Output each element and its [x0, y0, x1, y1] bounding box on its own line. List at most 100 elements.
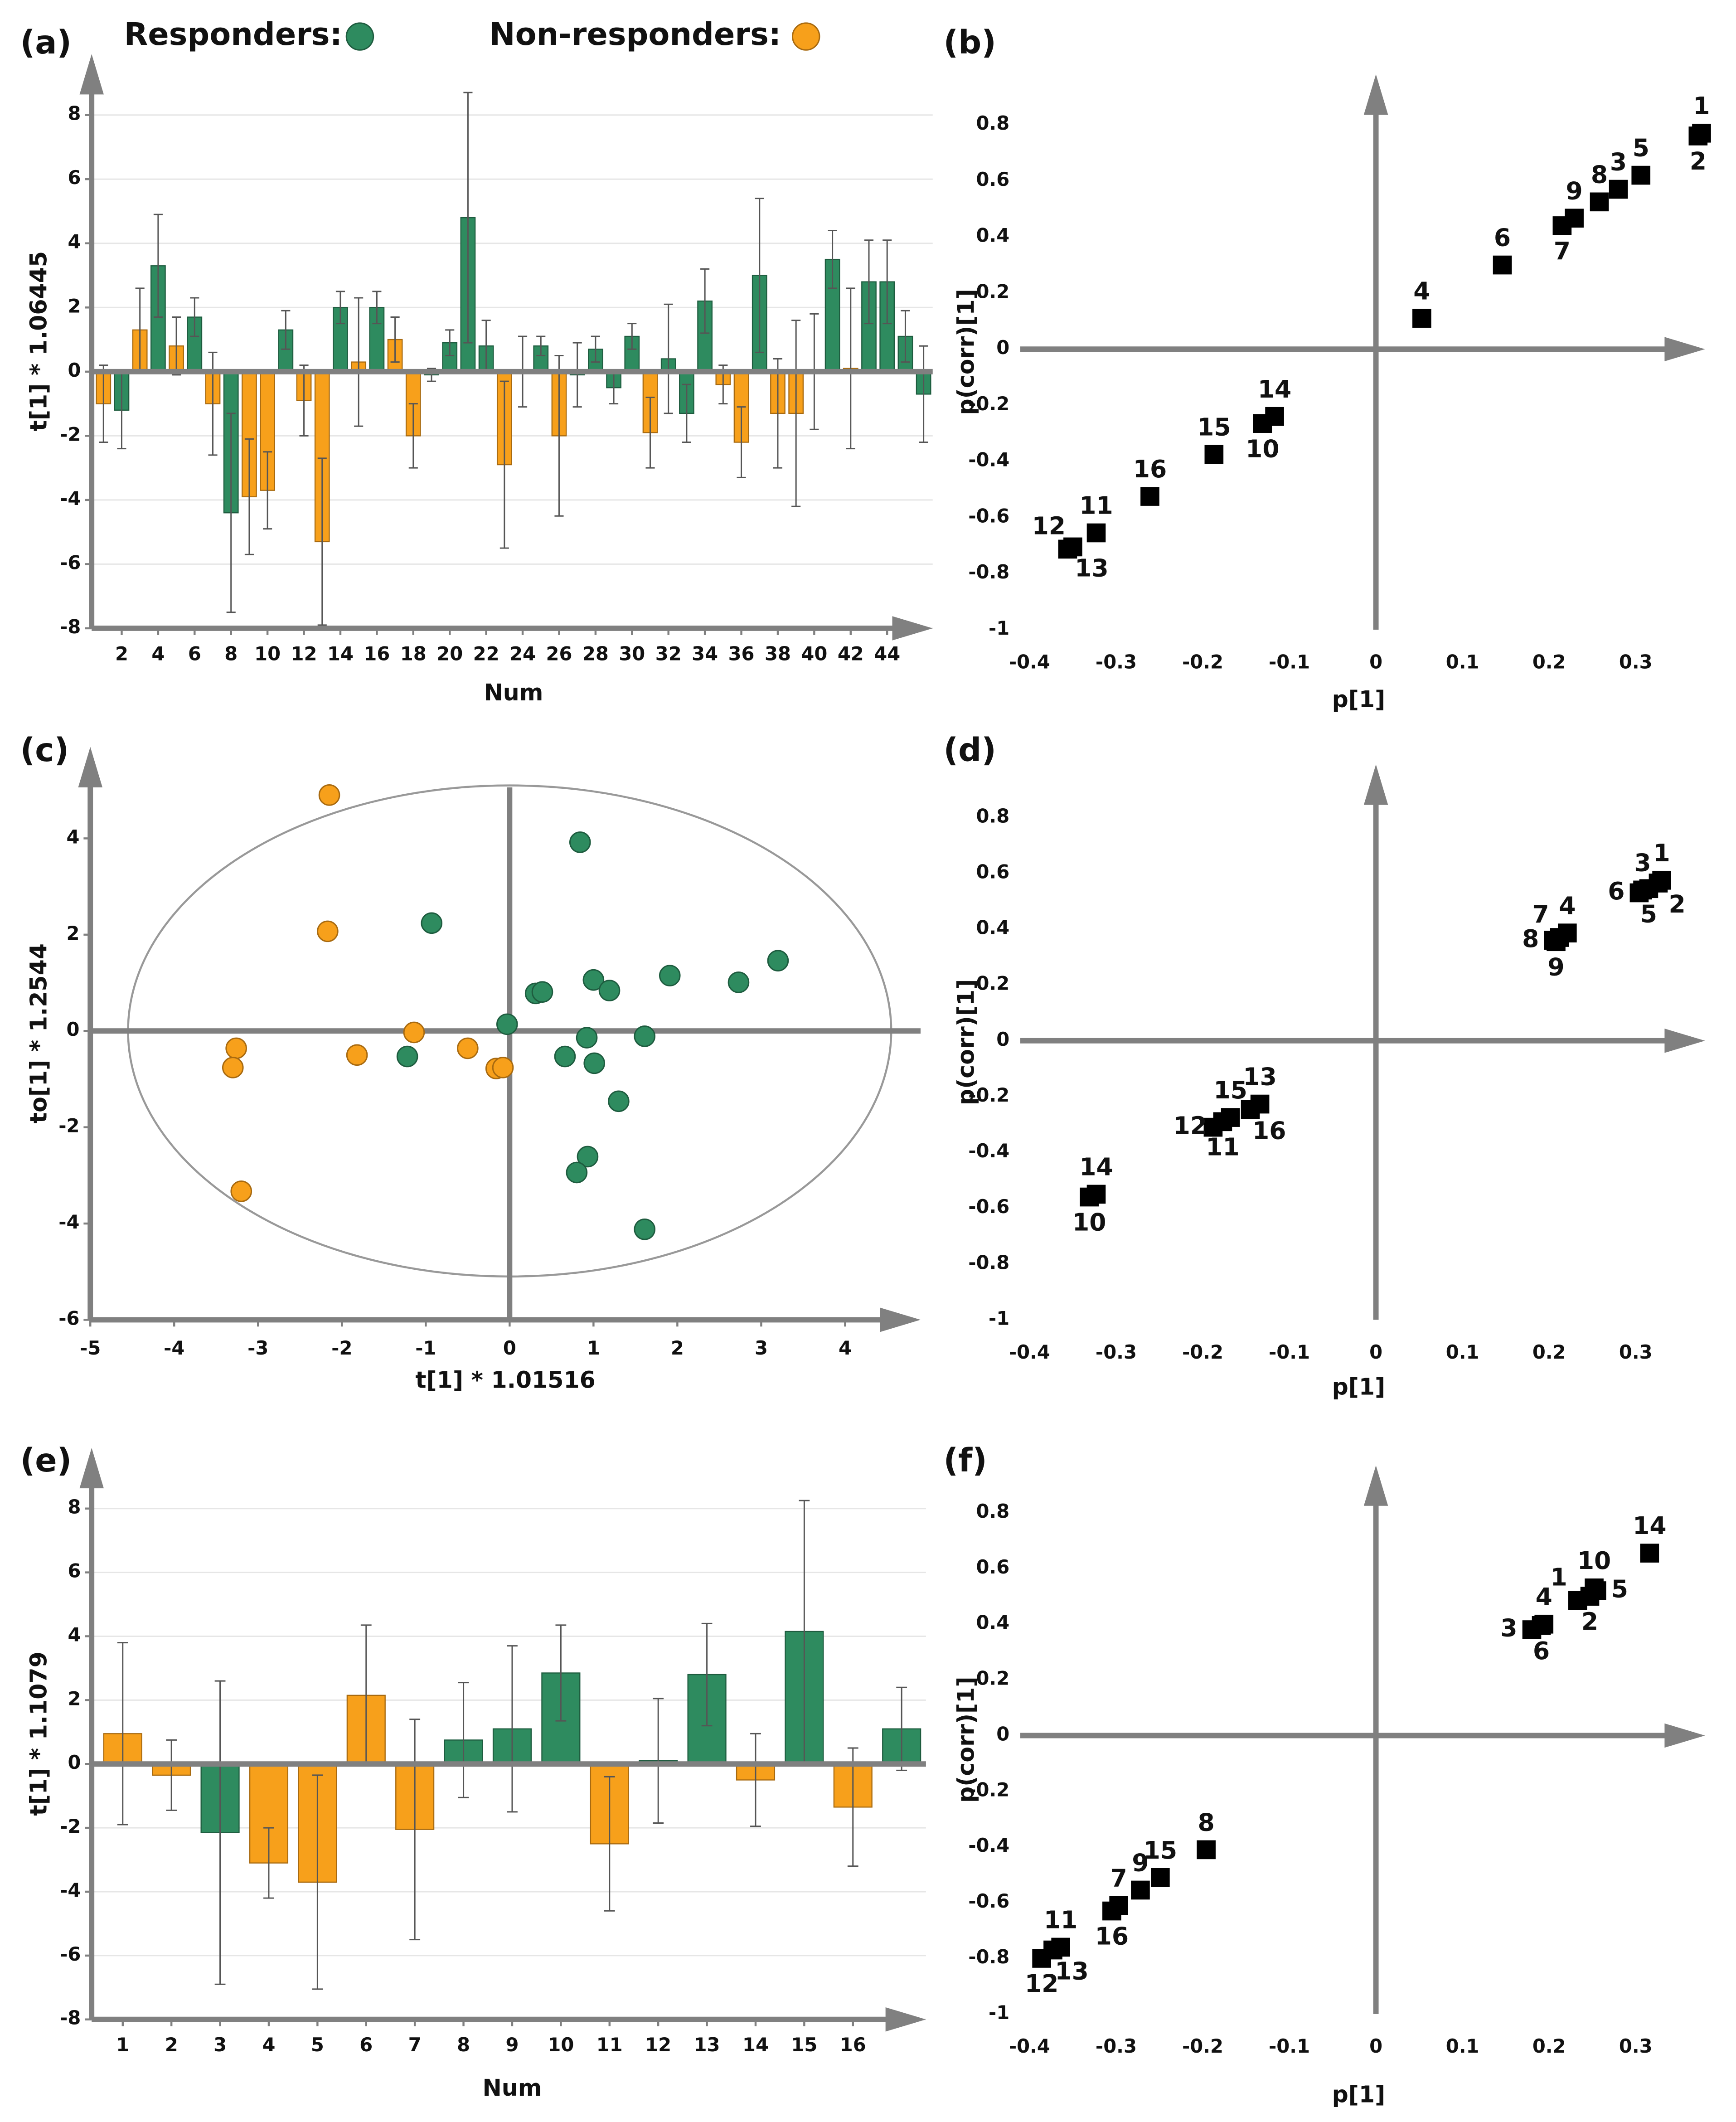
x-tick-label: 14: [742, 2034, 769, 2056]
error-bar: [572, 342, 582, 408]
y-tick-label: -0.4: [968, 1140, 1009, 1162]
error-bar: [554, 354, 564, 517]
y-tick-label: 0.2: [976, 1667, 1009, 1690]
point-label: 6: [1608, 877, 1624, 905]
marker: [1412, 309, 1431, 328]
error-bar: [664, 303, 673, 414]
y-axis-label: t[1] * 1.06445: [25, 251, 52, 431]
axis-arrow: [1664, 1029, 1705, 1053]
x-tick-label: 24: [509, 642, 536, 665]
y-tick-label: -0.8: [968, 1946, 1009, 1968]
x-tick-label: -0.2: [1182, 2035, 1223, 2057]
x-tick-label: 4: [262, 2034, 275, 2056]
y-tick-label: -0.6: [968, 1195, 1009, 1218]
x-tick-label: -0.3: [1096, 1341, 1137, 1363]
x-tick-label: 34: [692, 642, 718, 665]
point-label: 4: [1559, 891, 1576, 920]
x-axis-label: Num: [484, 679, 543, 706]
axis-arrow: [880, 1307, 921, 1332]
marker: [576, 1027, 598, 1049]
y-tick-label: 6: [68, 1560, 81, 1582]
x-tick-label: 26: [546, 642, 572, 665]
marker: [1063, 537, 1082, 557]
y-tick-label: 0.8: [976, 112, 1009, 134]
x-tick-label: 13: [694, 2034, 720, 2056]
x-axis-label: p[1]: [1332, 2081, 1386, 2108]
x-axis-label: t[1] * 1.01516: [415, 1367, 595, 1394]
y-tick-label: 4: [68, 231, 81, 253]
y-tick-label: -0.2: [968, 1084, 1009, 1106]
marker: [1151, 1868, 1170, 1887]
y-tick-label: -0.8: [968, 1251, 1009, 1273]
x-tick-label: 0: [1369, 2035, 1382, 2057]
marker: [317, 920, 339, 942]
x-tick-label: -0.3: [1096, 2035, 1137, 2057]
y-tick-label: -0.6: [968, 1890, 1009, 1912]
error-bar: [244, 438, 254, 555]
error-bar: [153, 214, 163, 318]
x-tick-label: 3: [213, 2034, 227, 2056]
x-tick-label: 1: [116, 2034, 129, 2056]
x-tick-label: 11: [596, 2034, 623, 2056]
y-tick-label: -1: [989, 2001, 1009, 2024]
marker: [1265, 407, 1284, 426]
marker: [346, 1044, 368, 1066]
y-axis-label: p(corr)[1]: [953, 289, 980, 415]
marker: [1086, 523, 1106, 543]
point-label: 7: [1110, 1864, 1127, 1892]
x-tick-label: 0.1: [1446, 1341, 1479, 1363]
error-bar: [737, 406, 746, 478]
error-bar: [555, 1624, 567, 1722]
legend-label: Non-responders:: [489, 17, 781, 53]
error-bar: [458, 1682, 469, 1798]
marker: [1197, 1840, 1216, 1860]
marker: [496, 1013, 518, 1035]
marker: [1203, 1117, 1223, 1137]
point-label: 5: [1633, 134, 1649, 162]
y-tick-label: 0: [68, 359, 81, 381]
x-tick-label: -0.1: [1269, 651, 1310, 673]
x-tick-label: 20: [436, 642, 463, 665]
axis-arrow: [1664, 337, 1705, 361]
x-tick-label: -0.2: [1182, 1341, 1223, 1363]
marker: [230, 1180, 252, 1202]
x-tick-label: 0.2: [1532, 1341, 1566, 1363]
x-tick-label: 4: [839, 1337, 852, 1359]
error-bar: [627, 323, 637, 350]
error-bar: [409, 1719, 421, 1941]
error-bar: [335, 291, 345, 325]
y-tick-label: -2: [60, 423, 81, 445]
y-axis-label: t[1] * 1.1079: [25, 1651, 52, 1816]
point-label: 11: [1044, 1906, 1077, 1934]
axis-arrow: [1363, 1465, 1388, 1506]
marker: [598, 980, 621, 1001]
x-tick-label: 5: [311, 2034, 324, 2056]
point-label: 5: [1611, 1575, 1628, 1603]
x-tick-label: -0.4: [1009, 2035, 1050, 2057]
x-tick-label: 36: [728, 642, 755, 665]
y-tick-label: 0.6: [976, 860, 1009, 883]
y-tick-label: 0: [996, 1028, 1009, 1050]
marker: [1493, 255, 1512, 275]
x-tick-label: 6: [188, 642, 201, 665]
error-bar: [445, 329, 455, 356]
x-tick-label: 40: [801, 642, 827, 665]
axis-arrow: [78, 747, 102, 787]
x-tick-label: 16: [364, 642, 390, 665]
x-tick-label: 1: [587, 1337, 600, 1359]
point-label: 1: [1653, 839, 1670, 867]
y-tick-label: -1: [989, 1307, 1009, 1329]
error-bar: [117, 1642, 128, 1826]
y-tick-label: 8: [68, 1496, 81, 1518]
marker: [608, 1090, 630, 1112]
y-tick-label: 0: [66, 1018, 79, 1040]
point-label: 16: [1252, 1116, 1286, 1145]
point-label: 15: [1197, 413, 1231, 441]
x-tick-label: 8: [224, 642, 238, 665]
marker: [1140, 487, 1159, 506]
marker: [1043, 1940, 1062, 1960]
y-tick-label: -4: [60, 487, 81, 510]
error-bar: [214, 1680, 226, 1985]
axis-arrow: [1363, 74, 1388, 115]
